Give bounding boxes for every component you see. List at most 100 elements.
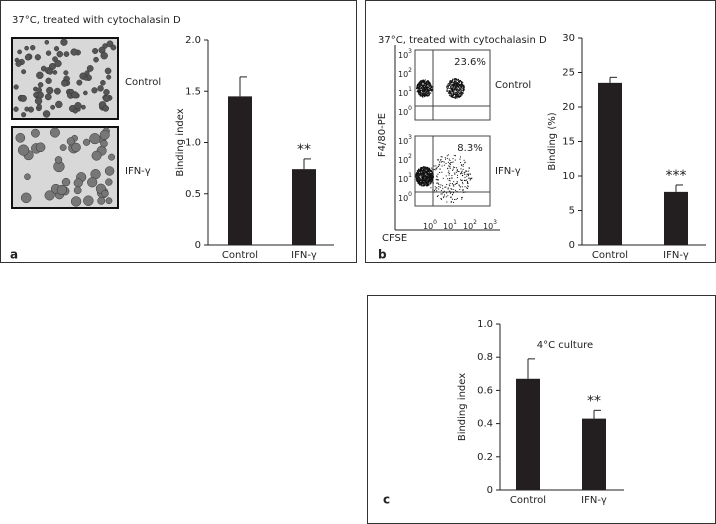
event — [466, 171, 468, 173]
event — [430, 179, 432, 181]
event — [422, 79, 424, 81]
event — [449, 185, 451, 187]
flow-tick-exp: 3 — [408, 134, 412, 141]
event — [449, 80, 451, 82]
cell — [24, 45, 29, 51]
event — [454, 166, 456, 168]
event — [465, 170, 467, 172]
flow-tick-exp: 1 — [408, 86, 412, 93]
event — [420, 88, 422, 90]
event — [451, 90, 453, 92]
event — [451, 175, 453, 177]
event — [418, 84, 420, 86]
event — [440, 156, 442, 158]
event — [417, 89, 419, 91]
event — [463, 88, 465, 90]
y-tick-label: 0 — [487, 485, 493, 496]
event — [433, 165, 435, 167]
image-label: Control — [125, 77, 161, 88]
event — [452, 168, 454, 170]
event — [456, 190, 458, 192]
event — [447, 178, 449, 180]
event — [446, 86, 448, 88]
cell — [83, 90, 88, 96]
event — [419, 90, 421, 92]
event — [456, 93, 458, 95]
event — [456, 169, 458, 171]
event — [428, 173, 430, 175]
event — [426, 177, 428, 179]
event — [425, 84, 427, 86]
event — [454, 159, 456, 161]
event — [457, 171, 459, 173]
cell — [17, 49, 22, 55]
event — [452, 86, 454, 88]
event — [465, 180, 467, 182]
event — [420, 173, 422, 175]
y-tick-label: 0.5 — [185, 189, 201, 200]
flow-tick-exp: 2 — [408, 67, 412, 74]
cell — [31, 128, 40, 138]
event — [416, 84, 418, 86]
event — [421, 181, 423, 183]
event — [425, 184, 427, 186]
event — [448, 163, 450, 165]
event — [454, 87, 456, 89]
event — [419, 183, 421, 185]
event — [431, 181, 433, 183]
event — [448, 174, 450, 176]
cell — [53, 46, 60, 52]
event — [417, 175, 419, 177]
event — [448, 84, 450, 86]
event — [448, 87, 450, 89]
event — [464, 162, 466, 164]
event — [437, 182, 439, 184]
event — [454, 172, 456, 174]
event — [425, 80, 427, 82]
event — [415, 174, 417, 176]
event — [464, 171, 466, 173]
cell — [52, 70, 58, 75]
event — [447, 92, 449, 94]
event — [424, 178, 426, 180]
event — [420, 179, 422, 181]
event — [423, 182, 425, 184]
event — [449, 162, 451, 164]
cell — [87, 177, 98, 188]
chart-title: 37°C, treated with cytochalasin D — [378, 35, 547, 46]
event — [456, 87, 458, 89]
event — [442, 185, 444, 187]
cell — [48, 62, 56, 70]
event — [466, 173, 468, 175]
event — [426, 182, 428, 184]
event — [436, 195, 438, 197]
y-tick-label: 15 — [562, 137, 575, 148]
event — [434, 186, 436, 188]
event — [417, 86, 419, 88]
event — [417, 176, 419, 178]
event — [448, 92, 450, 94]
event — [421, 95, 423, 97]
cell — [15, 133, 26, 143]
event — [468, 167, 470, 169]
event — [451, 96, 453, 98]
cell — [34, 54, 41, 61]
event — [452, 184, 454, 186]
event — [415, 178, 417, 180]
event — [449, 192, 451, 194]
event — [423, 82, 425, 84]
event — [416, 172, 418, 174]
event — [430, 86, 432, 88]
event — [453, 81, 455, 83]
cell — [71, 91, 79, 99]
cell — [55, 100, 63, 109]
event — [457, 88, 459, 90]
event — [444, 194, 446, 196]
event — [447, 86, 449, 88]
event — [461, 82, 463, 84]
event — [423, 173, 425, 175]
event — [424, 174, 426, 176]
event — [449, 90, 451, 92]
event — [458, 95, 460, 97]
